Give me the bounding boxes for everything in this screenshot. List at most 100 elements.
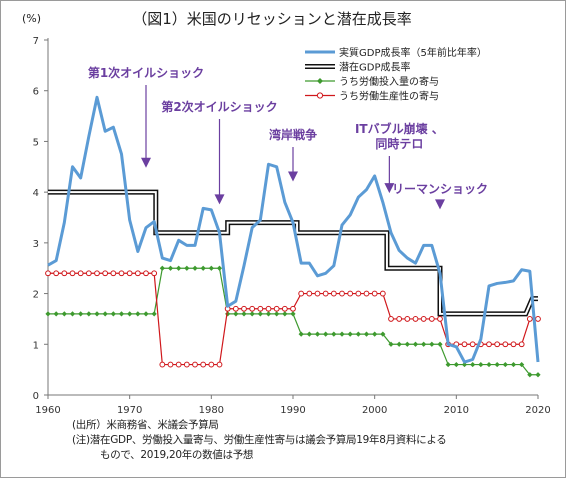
labor-productivity-point <box>535 316 541 322</box>
y-tick-label: 4 <box>33 188 39 199</box>
labor-input-point <box>135 311 141 317</box>
labor-productivity-point <box>314 290 321 297</box>
labor-input-point <box>45 311 51 317</box>
labor-productivity-point <box>486 341 492 348</box>
labor-productivity-point <box>396 316 403 322</box>
labor-productivity-point <box>134 270 141 277</box>
labor-productivity-point <box>257 305 264 312</box>
labor-productivity-point <box>216 361 223 368</box>
labor-productivity-point <box>167 361 174 368</box>
labor-productivity-point <box>151 270 158 277</box>
x-tick-label: 1990 <box>280 405 305 416</box>
legend-label-potential: 潜在GDP成長率 <box>339 61 410 74</box>
labor-productivity-point <box>159 361 166 368</box>
labor-input-point <box>486 361 492 368</box>
potential-gdp-line-inner <box>48 191 538 315</box>
labor-input-point <box>192 265 198 271</box>
labor-input-point <box>200 265 206 271</box>
labor-productivity-point <box>502 341 509 348</box>
annotation-label: 第1次オイルショック <box>88 65 204 80</box>
labor-input-point <box>347 331 353 337</box>
annotation-label: 湾岸戦争 <box>269 127 317 142</box>
labor-input-point <box>331 331 337 337</box>
labor-input-point <box>437 341 443 347</box>
labor-input-point <box>176 265 182 271</box>
labor-input-point <box>274 311 280 317</box>
labor-productivity-point <box>249 305 256 312</box>
labor-input-point <box>61 311 67 317</box>
labor-productivity-point <box>339 290 345 297</box>
legend: 実質GDP成長率（5年前比年率） 潜在GDP成長率うち労働投入量の寄与うち労働生産… <box>305 46 487 103</box>
labor-productivity-point <box>526 316 533 322</box>
labor-input-point <box>470 361 476 368</box>
labor-input-point <box>429 341 435 347</box>
labor-input-point <box>323 331 329 337</box>
labor-productivity-point <box>437 316 443 322</box>
annotation-arrowhead <box>288 171 298 182</box>
chart-title: （図1）米国のリセッションと潜在成長率 <box>132 10 412 28</box>
annotation-label: リーマンショック <box>392 182 488 196</box>
labor-input-point <box>241 311 247 317</box>
annotation-label: ITバブル崩壊 、 <box>355 121 444 136</box>
labor-productivity-point <box>94 270 100 277</box>
labor-productivity-point <box>428 316 435 322</box>
labor-input-point <box>225 311 231 317</box>
plot-area <box>45 95 541 378</box>
labor-productivity-point <box>77 270 84 277</box>
labor-productivity-point <box>200 361 207 368</box>
labor-productivity-point <box>208 361 215 368</box>
labor-productivity-point <box>45 270 51 277</box>
labor-input-point <box>249 311 255 317</box>
labor-productivity-point <box>265 305 272 312</box>
labor-productivity-point <box>518 341 525 348</box>
labor-productivity-point <box>379 290 386 297</box>
y-tick-label: 6 <box>33 87 39 98</box>
x-tick-label: 1960 <box>35 405 60 416</box>
labor-input-point <box>363 331 370 337</box>
labor-productivity-point <box>118 270 125 277</box>
notes: (出所）米商務省、米議会予算局 (注)潜在GDP、労働投入量寄与、労働生産性寄与… <box>72 418 447 463</box>
labor-productivity-point <box>183 361 190 368</box>
labor-input-point <box>86 311 92 317</box>
labor-input-point <box>412 341 419 347</box>
labor-input-point <box>167 265 174 271</box>
labor-productivity-point <box>232 305 239 312</box>
legend-label-actual: 実質GDP成長率（5年前比年率） <box>339 46 487 59</box>
labor-input-point <box>502 361 508 368</box>
y-tick-label: 3 <box>33 239 39 250</box>
labor-input-point <box>396 341 402 347</box>
x-tick-label: 1970 <box>117 405 142 416</box>
labor-input-point <box>355 331 361 337</box>
labor-input-point <box>143 311 149 317</box>
labor-input-point <box>265 311 272 317</box>
labor-productivity-point <box>298 290 305 297</box>
x-tick-label: 2000 <box>362 405 387 416</box>
source-note: (出所）米商務省、米議会予算局 <box>72 419 219 431</box>
y-tick-label: 7 <box>33 36 39 47</box>
labor-productivity-point <box>126 270 133 277</box>
labor-input-point <box>461 361 468 368</box>
labor-input-point <box>478 361 484 368</box>
labor-input-point <box>69 311 76 317</box>
labor-input-point <box>306 331 312 337</box>
labor-input-point <box>78 311 84 317</box>
labor-input-point <box>290 311 296 317</box>
labor-productivity-point <box>461 341 468 348</box>
labor-productivity-point <box>110 270 117 277</box>
labor-productivity-point <box>61 270 68 277</box>
labor-productivity-point <box>412 316 419 322</box>
labor-input-point <box>445 361 451 368</box>
labor-productivity-point <box>363 290 370 297</box>
legend-marker-labor-input <box>317 78 323 84</box>
annotation-arrowhead <box>384 183 395 194</box>
labor-productivity-point <box>53 270 60 277</box>
labor-productivity-point <box>273 305 280 312</box>
y-tick-label: 0 <box>33 391 39 402</box>
labor-input-point <box>421 341 427 347</box>
labor-input-point <box>257 311 263 317</box>
labor-productivity-point <box>102 270 109 277</box>
labor-input-point <box>388 341 394 347</box>
labor-input-point <box>298 331 304 337</box>
